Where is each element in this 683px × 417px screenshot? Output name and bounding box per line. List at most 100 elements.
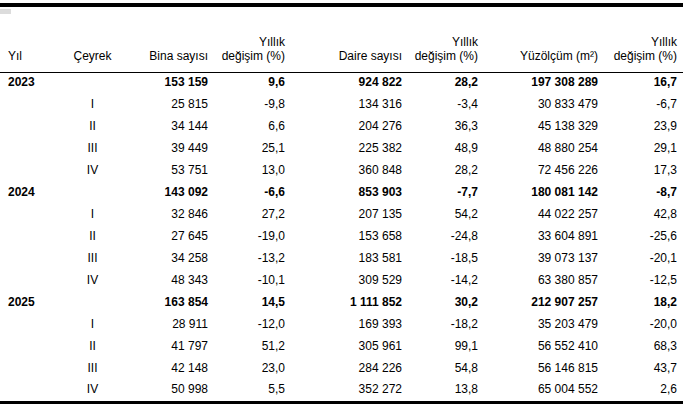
col-header-ceyrek: Çeyrek xyxy=(45,0,140,72)
cell-bina-yillik-degisim: 23,0 xyxy=(210,358,287,380)
table-header: Yıl Çeyrek Bina sayısı Yıllık değişim (%… xyxy=(0,0,683,72)
cell-bina-sayisi: 50 998 xyxy=(140,380,210,402)
cell-yuzolcum: 48 880 254 xyxy=(480,138,600,160)
cell-yuzolcum: 63 380 857 xyxy=(480,270,600,292)
cell-daire-yillik-degisim: 30,2 xyxy=(404,292,480,314)
cell-yuzolcum: 39 073 137 xyxy=(480,248,600,270)
cell-yuzolcum-yillik-degisim: 23,9 xyxy=(600,116,683,138)
cell-ceyrek: III xyxy=(45,138,140,160)
cell-daire-sayisi: 207 135 xyxy=(287,204,404,226)
cell-daire-sayisi: 153 658 xyxy=(287,226,404,248)
quarter-row: I25 815-9,8134 316-3,430 833 479-6,7 xyxy=(0,94,683,116)
cell-yil: 2023 xyxy=(0,72,45,94)
cell-daire-yillik-degisim: 36,3 xyxy=(404,116,480,138)
quarter-row: IV53 75113,0360 84828,272 456 22617,3 xyxy=(0,160,683,182)
cell-bina-yillik-degisim: -12,0 xyxy=(210,314,287,336)
cell-bina-sayisi: 32 846 xyxy=(140,204,210,226)
table-body: 2023153 1599,6924 82228,2197 308 28916,7… xyxy=(0,72,683,402)
cell-daire-yillik-degisim: -7,7 xyxy=(404,182,480,204)
cell-ceyrek: I xyxy=(45,94,140,116)
quarter-row: I28 911-12,0169 393-18,235 203 479-20,0 xyxy=(0,314,683,336)
cell-daire-sayisi: 204 276 xyxy=(287,116,404,138)
building-permits-statistics-page: Yıl Çeyrek Bina sayısı Yıllık değişim (%… xyxy=(0,0,683,417)
cell-daire-sayisi: 305 961 xyxy=(287,336,404,358)
cell-yil: 2025 xyxy=(0,292,45,314)
cell-yuzolcum-yillik-degisim: 43,7 xyxy=(600,358,683,380)
cell-bina-yillik-degisim: -13,2 xyxy=(210,248,287,270)
cell-yuzolcum-yillik-degisim: -6,7 xyxy=(600,94,683,116)
cell-yuzolcum-yillik-degisim: -12,5 xyxy=(600,270,683,292)
cell-daire-sayisi: 284 226 xyxy=(287,358,404,380)
cell-bina-sayisi: 34 144 xyxy=(140,116,210,138)
cell-yil xyxy=(0,138,45,160)
col-header-bina-sayisi-label: Bina sayısı xyxy=(140,50,208,64)
cell-yuzolcum-yillik-degisim: -20,1 xyxy=(600,248,683,270)
cell-bina-sayisi: 25 815 xyxy=(140,94,210,116)
cell-yil xyxy=(0,94,45,116)
cell-daire-yillik-degisim: 13,8 xyxy=(404,380,480,402)
cell-yuzolcum: 212 907 257 xyxy=(480,292,600,314)
cell-bina-yillik-degisim: -6,6 xyxy=(210,182,287,204)
cell-ceyrek: III xyxy=(45,248,140,270)
quarter-row: II27 645-19,0153 658-24,833 604 891-25,6 xyxy=(0,226,683,248)
cell-bina-sayisi: 153 159 xyxy=(140,72,210,94)
col-header-daire-sayisi-label: Daire sayısı xyxy=(287,50,402,64)
cell-yil xyxy=(0,226,45,248)
cell-ceyrek xyxy=(45,292,140,314)
cell-ceyrek: IV xyxy=(45,270,140,292)
cell-yil xyxy=(0,204,45,226)
year-total-row: 2025163 85414,51 111 85230,2212 907 2571… xyxy=(0,292,683,314)
statistics-table: Yıl Çeyrek Bina sayısı Yıllık değişim (%… xyxy=(0,0,683,404)
quarter-row: IV48 343-10,1309 529-14,263 380 857-12,5 xyxy=(0,270,683,292)
cell-bina-sayisi: 42 148 xyxy=(140,358,210,380)
cell-yuzolcum: 72 456 226 xyxy=(480,160,600,182)
quarter-row: IV50 9985,5352 27213,865 004 5522,6 xyxy=(0,380,683,402)
cell-bina-yillik-degisim: -9,8 xyxy=(210,94,287,116)
cell-bina-yillik-degisim: -10,1 xyxy=(210,270,287,292)
cell-yil xyxy=(0,270,45,292)
cell-bina-yillik-degisim: -19,0 xyxy=(210,226,287,248)
cell-yil xyxy=(0,160,45,182)
cell-yuzolcum: 35 203 479 xyxy=(480,314,600,336)
col-header-bina-yillik-degisim-top: Yıllık xyxy=(210,36,285,50)
col-header-daire-yillik-degisim: Yıllık değişim (%) xyxy=(404,0,480,72)
cell-daire-yillik-degisim: 54,2 xyxy=(404,204,480,226)
cell-yuzolcum: 44 022 257 xyxy=(480,204,600,226)
cell-yil xyxy=(0,380,45,402)
quarter-row: I32 84627,2207 13554,244 022 25742,8 xyxy=(0,204,683,226)
cell-ceyrek: IV xyxy=(45,160,140,182)
cell-ceyrek: I xyxy=(45,314,140,336)
cell-bina-sayisi: 41 797 xyxy=(140,336,210,358)
cell-bina-sayisi: 53 751 xyxy=(140,160,210,182)
cell-bina-yillik-degisim: 9,6 xyxy=(210,72,287,94)
cell-yuzolcum: 33 604 891 xyxy=(480,226,600,248)
cell-daire-sayisi: 183 581 xyxy=(287,248,404,270)
cell-yil xyxy=(0,358,45,380)
cell-yuzolcum: 45 138 329 xyxy=(480,116,600,138)
cell-daire-yillik-degisim: 54,8 xyxy=(404,358,480,380)
cell-bina-sayisi: 28 911 xyxy=(140,314,210,336)
cell-yuzolcum: 197 308 289 xyxy=(480,72,600,94)
cell-bina-sayisi: 27 645 xyxy=(140,226,210,248)
cell-daire-sayisi: 309 529 xyxy=(287,270,404,292)
col-header-daire-yillik-degisim-top: Yıllık xyxy=(404,36,478,50)
col-header-yuzolcum-label: Yüzölçüm (m²) xyxy=(480,50,598,64)
cell-bina-yillik-degisim: 14,5 xyxy=(210,292,287,314)
cell-yuzolcum-yillik-degisim: -25,6 xyxy=(600,226,683,248)
cell-yuzolcum-yillik-degisim: 16,7 xyxy=(600,72,683,94)
cell-yuzolcum-yillik-degisim: 29,1 xyxy=(600,138,683,160)
cell-yuzolcum-yillik-degisim: 2,6 xyxy=(600,380,683,402)
cell-bina-yillik-degisim: 27,2 xyxy=(210,204,287,226)
cell-daire-sayisi: 1 111 852 xyxy=(287,292,404,314)
cell-yuzolcum: 180 081 142 xyxy=(480,182,600,204)
cell-daire-yillik-degisim: 28,2 xyxy=(404,160,480,182)
col-header-bina-yillik-degisim: Yıllık değişim (%) xyxy=(210,0,287,72)
cell-bina-yillik-degisim: 51,2 xyxy=(210,336,287,358)
cell-bina-yillik-degisim: 5,5 xyxy=(210,380,287,402)
cell-ceyrek: IV xyxy=(45,380,140,402)
cell-daire-yillik-degisim: -18,2 xyxy=(404,314,480,336)
cell-yuzolcum-yillik-degisim: -20,0 xyxy=(600,314,683,336)
cell-daire-yillik-degisim: -14,2 xyxy=(404,270,480,292)
cell-ceyrek: II xyxy=(45,226,140,248)
col-header-yuzolcum-yillik-degisim-top: Yıllık xyxy=(600,36,677,50)
